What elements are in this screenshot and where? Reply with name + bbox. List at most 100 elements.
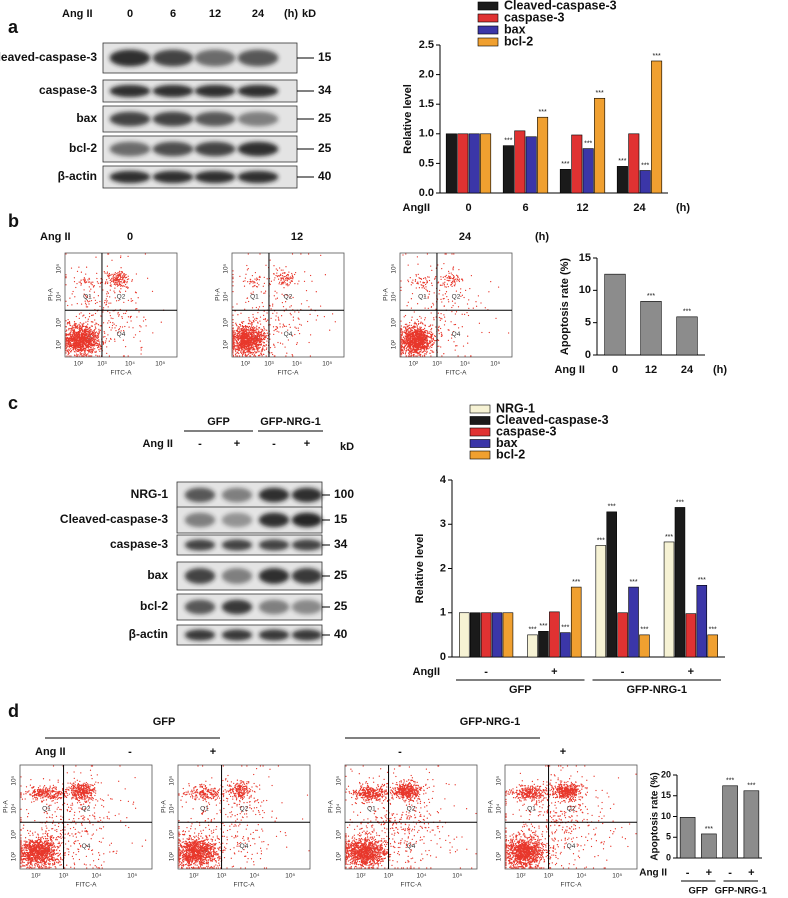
y-tick-label: 10⁵ — [223, 263, 230, 273]
kd-label: 34 — [334, 537, 348, 551]
x-axis-label: FITC-A — [446, 370, 468, 377]
bar — [527, 634, 538, 658]
band — [194, 49, 236, 67]
band — [109, 49, 151, 67]
y-tick-label: 5 — [666, 832, 671, 842]
x-tick-label: + — [688, 666, 694, 678]
x-tick-label: 24 — [681, 364, 694, 376]
bar — [560, 632, 571, 658]
significance: *** — [539, 109, 547, 116]
y-axis-label: PI-A — [383, 288, 390, 301]
time-label: 24 — [459, 231, 472, 243]
significance: *** — [504, 137, 512, 144]
legend-label: caspase-3 — [496, 424, 557, 438]
y-axis-label: PI-A — [161, 800, 168, 813]
blot-label: NRG-1 — [131, 487, 169, 501]
legend-swatch — [469, 450, 491, 460]
quadrant-label: Q2 — [452, 293, 461, 300]
sign-label: - — [272, 438, 276, 450]
band — [184, 568, 216, 584]
x-tick-label: 10⁵ — [612, 873, 622, 880]
significance: *** — [676, 499, 684, 506]
y-tick-label: 10 — [661, 811, 671, 821]
y-tick-label: 10³ — [496, 829, 503, 839]
blot-label: β-actin — [58, 169, 97, 183]
bar — [707, 634, 718, 658]
significance: *** — [641, 162, 649, 169]
x-tick-label: 10⁴ — [460, 361, 470, 368]
significance: *** — [561, 161, 569, 168]
band — [291, 512, 323, 528]
band — [221, 512, 253, 528]
band — [291, 568, 323, 584]
bar — [469, 612, 481, 658]
y-tick-label: 10² — [391, 339, 398, 349]
significance: *** — [561, 625, 569, 632]
y-tick-label: 10⁵ — [496, 775, 503, 785]
blot-label: bcl-2 — [69, 141, 97, 155]
x-tick-label: 10² — [356, 873, 366, 880]
band — [109, 84, 151, 98]
kd-label: 100 — [334, 487, 354, 501]
quadrant-label: Q2 — [284, 293, 293, 300]
x-tick-label: 10⁴ — [577, 873, 587, 880]
y-tick-label: 2 — [440, 562, 446, 574]
x-tick-label: - — [621, 666, 625, 678]
lane-label: 6 — [170, 8, 176, 20]
y-axis-label: PI-A — [328, 800, 335, 813]
significance: *** — [647, 293, 655, 300]
flow-events — [400, 253, 510, 357]
band — [152, 170, 194, 184]
x-axis-label: FITC-A — [561, 882, 583, 889]
x-tick-label: 10⁴ — [125, 361, 135, 368]
significance: *** — [665, 534, 673, 541]
x-axis-label: FITC-A — [278, 370, 300, 377]
blot-row — [102, 135, 298, 163]
x-axis-label: FITC-A — [76, 882, 98, 889]
quadrant-label: Q2 — [567, 805, 576, 812]
quadrant-label: Q2 — [407, 805, 416, 812]
bar — [538, 631, 549, 658]
x-axis-label: FITC-A — [111, 370, 133, 377]
legend-label: bax — [496, 436, 518, 450]
band — [291, 599, 323, 615]
x-tick-label: 10⁵ — [155, 361, 165, 368]
y-tick-label: 15 — [579, 252, 591, 264]
x-tick-label: 10⁵ — [127, 873, 137, 880]
bar — [616, 166, 628, 194]
bar — [502, 145, 514, 194]
bar — [468, 133, 480, 194]
x-axis-label: AngII — [413, 666, 441, 678]
bar — [480, 612, 492, 658]
bar — [559, 169, 571, 194]
unit-label: (h) — [284, 8, 298, 20]
y-tick-label: 10⁵ — [336, 775, 343, 785]
band — [152, 141, 194, 157]
quadrant-label: Q4 — [117, 331, 126, 338]
band — [184, 629, 216, 641]
y-tick-label: 0 — [440, 651, 446, 663]
band — [194, 111, 236, 127]
y-tick-label: 15 — [661, 790, 671, 800]
significance: *** — [584, 140, 592, 147]
bar — [457, 133, 469, 194]
kd-label: 25 — [334, 568, 348, 582]
quadrant-label: Q2 — [82, 805, 91, 812]
y-tick-label: 1.5 — [419, 98, 434, 110]
quadrant-label: Q2 — [240, 805, 249, 812]
quadrant-label: Q1 — [250, 293, 259, 300]
significance: *** — [640, 627, 648, 634]
y-tick-label: 10⁵ — [391, 263, 398, 273]
bar — [701, 833, 717, 859]
bar — [674, 507, 686, 658]
x-tick-label: 10³ — [544, 873, 554, 880]
panel-label: c — [8, 393, 18, 413]
sign-label: + — [234, 438, 240, 450]
unit-label: (h) — [535, 231, 549, 243]
x-tick-label: 10² — [189, 873, 199, 880]
y-tick-label: 0 — [666, 852, 671, 862]
significance: *** — [596, 90, 604, 97]
band — [258, 599, 290, 615]
quadrant-label: Q4 — [567, 843, 576, 850]
flow-events — [232, 253, 336, 357]
